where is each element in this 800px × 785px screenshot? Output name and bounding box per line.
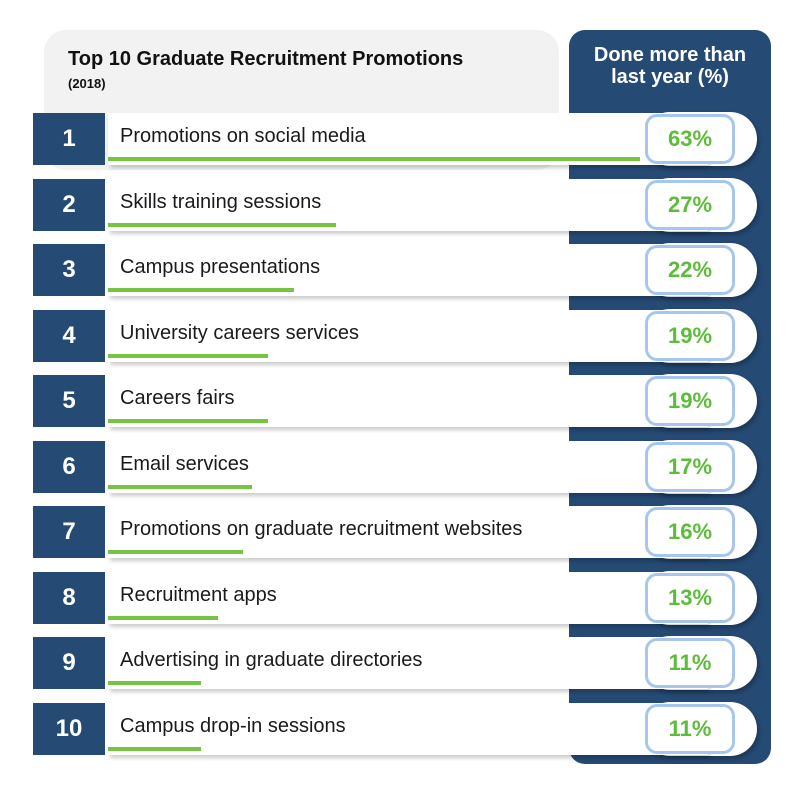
percent-value: 22% [645,245,735,295]
percent-value: 17% [645,441,735,492]
category-bar: Campus drop-in sessions [108,702,708,755]
chart-title: Top 10 Graduate Recruitment Promotions [68,48,464,70]
percent-value: 19% [645,310,735,361]
value-bar [108,746,201,751]
rank-number: 8 [33,571,105,624]
rank-number: 7 [33,506,105,558]
category-label: Promotions on graduate recruitment websi… [120,518,523,540]
value-bar [108,681,201,685]
category-bar: University careers services [108,309,708,362]
value-column-header-line1: Done more than [593,44,747,66]
value-bar [108,353,268,358]
category-bar: Campus presentations [108,244,708,296]
percent-value: 63% [645,114,735,164]
value-bar [108,222,336,227]
rank-number: 9 [33,637,105,689]
category-label: Careers fairs [120,387,235,409]
value-bar [108,288,294,292]
rank-number: 6 [33,440,105,493]
rank-number: 1 [33,113,105,165]
category-bar: Careers fairs [108,375,708,427]
table-row: 3 Campus presentations 22% [33,243,760,297]
percent-value: 27% [645,179,735,230]
table-row: 10 Campus drop-in sessions 11% [33,701,760,756]
category-label: Advertising in graduate directories [120,649,423,671]
category-label: Email services [120,452,249,475]
rank-number: 2 [33,178,105,231]
percent-value: 11% [645,703,735,754]
category-label: Recruitment apps [120,583,277,606]
value-column-header-line2: last year (%) [611,66,729,88]
category-bar: Email services [108,440,708,493]
percent-value: 13% [645,572,735,623]
category-label: University careers services [120,321,359,344]
table-row: 5 Careers fairs 19% [33,374,760,428]
table-row: 7 Promotions on graduate recruitment webs… [33,505,760,559]
table-row: 1 Promotions on social media 63% [33,112,760,166]
category-bar: Promotions on graduate recruitment websi… [108,506,708,558]
value-bar [108,157,640,161]
percent-value: 11% [645,638,735,688]
value-bar [108,615,218,620]
table-row: 9 Advertising in graduate directories 11% [33,636,760,690]
category-bar: Advertising in graduate directories [108,637,708,689]
rank-number: 10 [33,702,105,755]
category-label: Campus drop-in sessions [120,714,346,737]
category-bar: Recruitment apps [108,571,708,624]
value-column-header: Done more than last year (%) [569,44,771,88]
value-bar [108,550,243,554]
value-bar [108,484,252,489]
value-bar [108,419,268,423]
rank-number: 5 [33,375,105,427]
percent-value: 19% [645,376,735,426]
category-label: Skills training sessions [120,190,322,213]
category-label: Promotions on social media [120,125,366,147]
table-row: 4 University careers services 19% [33,308,760,363]
table-row: 2 Skills training sessions 27% [33,177,760,232]
category-label: Campus presentations [120,256,321,278]
category-bar: Skills training sessions [108,178,708,231]
chart-subtitle: (2018) [68,76,106,91]
percent-value: 16% [645,507,735,557]
table-row: 8 Recruitment apps 13% [33,570,760,625]
rank-number: 4 [33,309,105,362]
category-bar: Promotions on social media [108,113,708,165]
table-row: 6 Email services 17% [33,439,760,494]
rank-number: 3 [33,244,105,296]
